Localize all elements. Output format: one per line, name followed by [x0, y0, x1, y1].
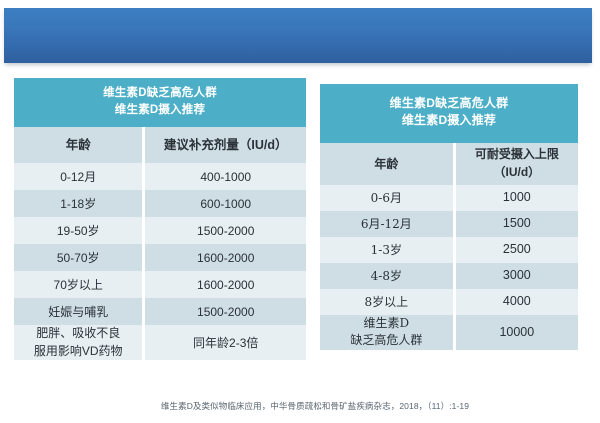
- table-row: 70岁以上 1600-2000: [14, 271, 306, 299]
- table-row: 8岁以上 4000: [320, 288, 578, 315]
- right-cell-age-line2: 缺乏高危人群: [350, 333, 423, 348]
- table-row: 0-12月 400-1000: [14, 163, 306, 191]
- right-table-header-row: 年龄 可耐受摄入上限 （IU/d）: [320, 142, 578, 185]
- left-table: 年龄 建议补充剂量（IU/d） 0-12月 400-1000 1-18岁 600…: [14, 127, 306, 361]
- left-table-header-row: 年龄 建议补充剂量（IU/d）: [14, 127, 306, 164]
- citation-text: 维生素D及类似物临床应用，中华骨质疏松和骨矿盐疾病杂志，2018，（11）:1-…: [160, 401, 470, 411]
- left-cell-age: 妊娠与哺乳: [14, 298, 146, 326]
- citation: 维生素D及类似物临床应用，中华骨质疏松和骨矿盐疾病杂志，2018，（11）:1-…: [0, 400, 600, 412]
- left-cell-age: 19-50岁: [14, 217, 146, 245]
- left-cell-age: 70岁以上: [14, 271, 146, 299]
- right-col-header-limit: 可耐受摄入上限 （IU/d）: [454, 142, 578, 185]
- left-col-header-dose: 建议补充剂量（IU/d）: [143, 127, 306, 164]
- left-cell-dose: 600-1000: [143, 190, 306, 218]
- right-col-header-limit-line2: （IU/d）: [493, 164, 541, 179]
- right-cell-limit: 1000: [454, 184, 578, 211]
- left-cell-dose: 1500-2000: [143, 217, 306, 245]
- left-cell-age: 肥胖、吸收不良 服用影响VD药物: [14, 325, 146, 361]
- left-col-header-age: 年龄: [14, 127, 146, 164]
- left-cell-dose: 1500-2000: [143, 298, 306, 326]
- left-table-title-line2: 维生素D摄入推荐: [114, 103, 206, 116]
- right-table-title: 维生素D缺乏高危人群 维生素D摄入推荐: [320, 84, 578, 143]
- table-row: 50-70岁 1600-2000: [14, 244, 306, 272]
- left-table-title: 维生素D缺乏高危人群 维生素D摄入推荐: [14, 78, 306, 128]
- left-cell-age: 0-12月: [14, 163, 146, 191]
- right-cell-limit: 3000: [454, 262, 578, 289]
- right-cell-age: 4-8岁: [320, 262, 456, 289]
- right-cell-age: 8岁以上: [320, 288, 456, 315]
- right-cell-limit: 2500: [454, 236, 578, 263]
- table-row: 0-6月 1000: [320, 184, 578, 211]
- right-table-title-line2: 维生素D摄入推荐: [401, 113, 497, 128]
- left-cell-dose: 1600-2000: [143, 244, 306, 272]
- right-col-header-limit-line1: 可耐受摄入上限: [474, 147, 559, 162]
- table-row: 1-3岁 2500: [320, 236, 578, 263]
- table-row: 维生素D 缺乏高危人群 10000: [320, 314, 578, 350]
- left-table-title-line1: 维生素D缺乏高危人群: [103, 87, 217, 99]
- table-row: 妊娠与哺乳 1500-2000: [14, 298, 306, 326]
- table-row: 4-8岁 3000: [320, 262, 578, 289]
- table-row: 6月-12月 1500: [320, 210, 578, 237]
- right-cell-limit: 1500: [454, 210, 578, 237]
- left-cell-dose: 同年龄2-3倍: [143, 325, 306, 361]
- right-col-header-age: 年龄: [320, 142, 456, 185]
- left-cell-age-line2: 服用影响VD药物: [33, 343, 123, 358]
- left-cell-dose: 1600-2000: [143, 271, 306, 299]
- right-cell-age: 0-6月: [320, 184, 456, 211]
- top-banner: [4, 8, 592, 63]
- table-row: 19-50岁 1500-2000: [14, 217, 306, 245]
- left-table-block: 维生素D缺乏高危人群 维生素D摄入推荐 年龄 建议补充剂量（IU/d） 0-12…: [14, 78, 306, 361]
- right-cell-limit: 4000: [454, 288, 578, 315]
- left-cell-dose: 400-1000: [143, 163, 306, 191]
- left-cell-age-line1: 肥胖、吸收不良: [36, 326, 121, 341]
- right-table-block: 维生素D缺乏高危人群 维生素D摄入推荐 年龄 可耐受摄入上限 （IU/d） 0-…: [320, 84, 578, 350]
- table-row: 1-18岁 600-1000: [14, 190, 306, 218]
- right-cell-limit: 10000: [454, 314, 578, 350]
- table-row: 肥胖、吸收不良 服用影响VD药物 同年龄2-3倍: [14, 325, 306, 361]
- right-cell-age: 维生素D 缺乏高危人群: [320, 314, 456, 350]
- right-cell-age: 1-3岁: [320, 236, 456, 263]
- right-cell-age: 6月-12月: [320, 210, 456, 237]
- right-table: 年龄 可耐受摄入上限 （IU/d） 0-6月 1000 6月-12月 1500 …: [320, 142, 578, 350]
- right-cell-age-line1: 维生素D: [363, 315, 410, 330]
- left-cell-age: 50-70岁: [14, 244, 146, 272]
- right-table-title-line1: 维生素D缺乏高危人群: [389, 96, 509, 110]
- left-cell-age: 1-18岁: [14, 190, 146, 218]
